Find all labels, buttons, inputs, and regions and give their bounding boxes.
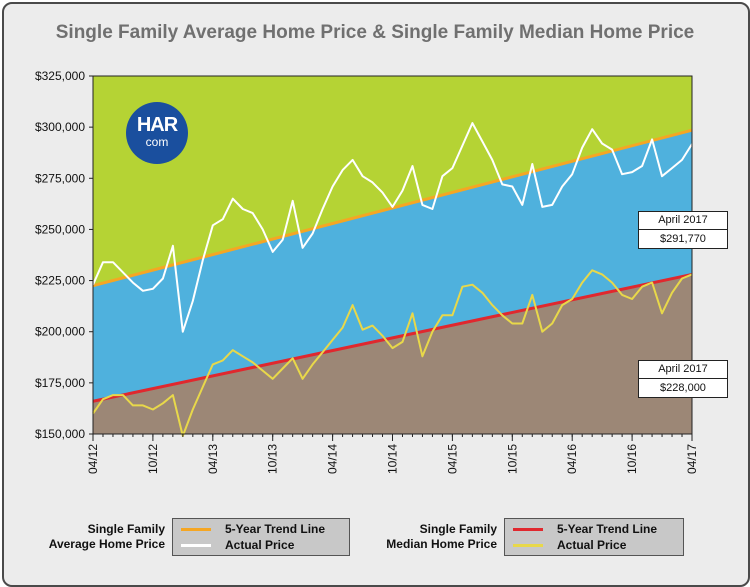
- legend-entry-label: Actual Price: [557, 538, 627, 552]
- legend-average-box: 5-Year Trend Line Actual Price: [172, 518, 350, 556]
- legend-description-line: Median Home Price: [386, 537, 497, 551]
- y-tick-label: $200,000: [35, 325, 85, 339]
- upper-region: [93, 76, 692, 286]
- median-actual-line: [92, 269, 693, 437]
- callout-price: $291,770: [660, 233, 706, 245]
- har-logo: HAR com: [126, 102, 188, 164]
- legend-description-line: Average Home Price: [48, 537, 165, 551]
- average-actual-line: [92, 122, 693, 333]
- y-tick-label: $175,000: [35, 376, 85, 390]
- y-tick-label: $275,000: [35, 171, 85, 185]
- legend-median-description: Single Family Median Home Price: [372, 522, 497, 552]
- average-trend-line: [92, 128, 693, 288]
- average-price-callout: April 2017 $291,770: [638, 211, 728, 249]
- x-tick-label: 04/14: [326, 444, 340, 474]
- y-tick-label: $325,000: [35, 69, 85, 83]
- chart-title: Single Family Average Home Price & Singl…: [55, 22, 695, 43]
- logo-text-bottom: com: [145, 135, 169, 149]
- x-tick-label: 04/16: [565, 444, 579, 474]
- callout-date: April 2017: [639, 361, 727, 379]
- legend-entry-trend: 5-Year Trend Line: [505, 522, 683, 537]
- legend-entry-trend: 5-Year Trend Line: [173, 522, 349, 537]
- y-tick-label: $300,000: [35, 120, 85, 134]
- y-tick-label: $250,000: [35, 222, 85, 236]
- middle-region: [93, 130, 692, 402]
- lower-region: [93, 274, 692, 434]
- x-tick-label: 04/13: [206, 444, 220, 474]
- legend-entry-label: 5-Year Trend Line: [225, 522, 326, 536]
- legend-entry-label: Actual Price: [225, 538, 295, 552]
- legend-entry-actual: Actual Price: [173, 538, 349, 553]
- y-tick-label: $150,000: [35, 427, 85, 441]
- x-tick-label: 04/12: [86, 444, 100, 474]
- x-tick-label: 10/13: [266, 444, 280, 474]
- legend-description-line: Single Family: [87, 522, 165, 536]
- logo-text-top: HAR: [136, 114, 178, 136]
- legend-median-box: 5-Year Trend Line Actual Price: [504, 518, 684, 556]
- x-tick-label: 04/15: [445, 444, 459, 474]
- x-tick-label: 10/16: [625, 444, 639, 474]
- x-tick-label: 10/14: [386, 444, 400, 474]
- x-tick-label: 10/15: [505, 444, 519, 474]
- legend-swatch: [181, 544, 211, 547]
- callout-price: $228,000: [660, 382, 706, 394]
- callout-date: April 2017: [639, 212, 727, 230]
- legend-entry-label: 5-Year Trend Line: [557, 522, 658, 536]
- legend-description-line: Single Family: [419, 522, 497, 536]
- y-tick-label: $225,000: [35, 274, 85, 288]
- legend-average-description: Single Family Average Home Price: [40, 522, 165, 552]
- legend-swatch: [513, 544, 543, 547]
- median-price-callout: April 2017 $228,000: [638, 360, 728, 398]
- legend-swatch: [181, 528, 211, 531]
- legend-entry-actual: Actual Price: [505, 538, 683, 553]
- x-tick-label: 10/12: [146, 444, 160, 474]
- legend-swatch: [513, 528, 543, 531]
- median-trend-line: [92, 272, 693, 403]
- x-tick-label: 04/17: [685, 444, 699, 474]
